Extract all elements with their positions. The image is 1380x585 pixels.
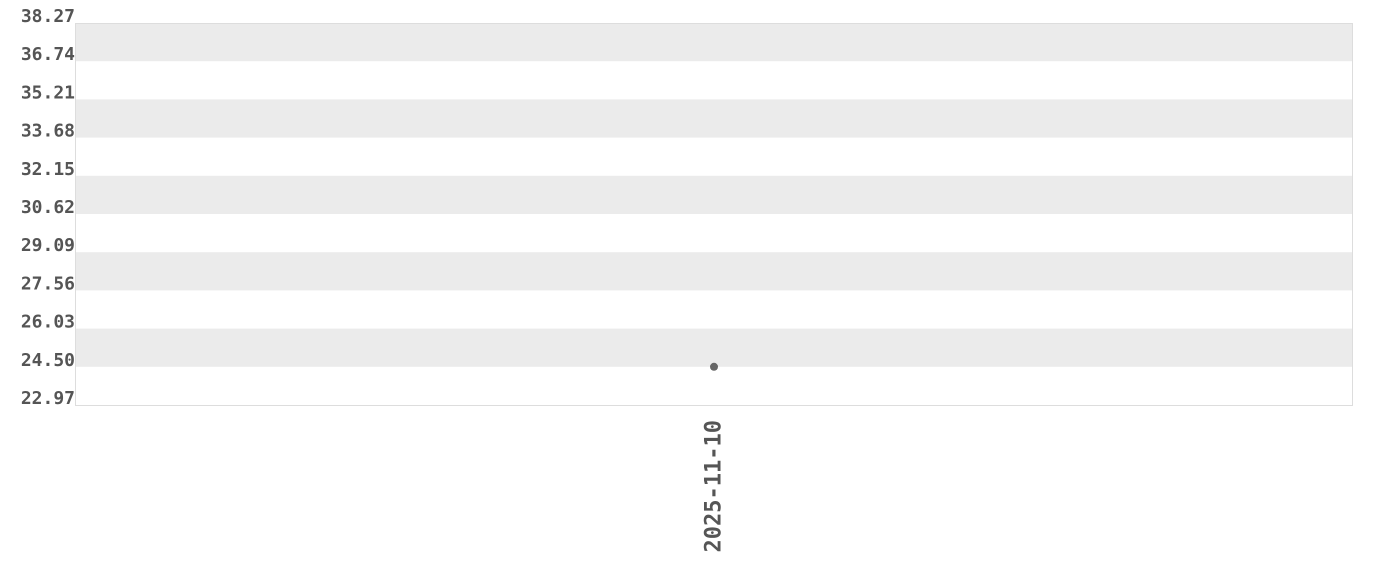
y-tick-label: 38.27: [21, 6, 75, 27]
y-tick-label: 24.50: [21, 350, 75, 371]
y-tick-label: 30.62: [21, 197, 75, 218]
grid-band: [75, 175, 1352, 214]
grid-band: [75, 252, 1352, 291]
y-tick-label: 26.03: [21, 312, 75, 333]
y-tick-label: 33.68: [21, 121, 75, 142]
y-tick-label: 29.09: [21, 235, 75, 256]
plot-area-border: [75, 23, 1353, 406]
data-point[interactable]: [710, 362, 718, 371]
y-tick-label: 36.74: [21, 44, 75, 65]
x-tick-label: 2025-11-10: [702, 420, 727, 552]
y-tick-label: 32.15: [21, 159, 75, 180]
y-tick-label: 27.56: [21, 273, 75, 294]
grid-band: [75, 99, 1352, 138]
grid-band: [75, 23, 1352, 62]
y-tick-label: 22.97: [21, 388, 75, 409]
grid-band: [75, 328, 1352, 367]
y-tick-label: 35.21: [21, 82, 75, 103]
